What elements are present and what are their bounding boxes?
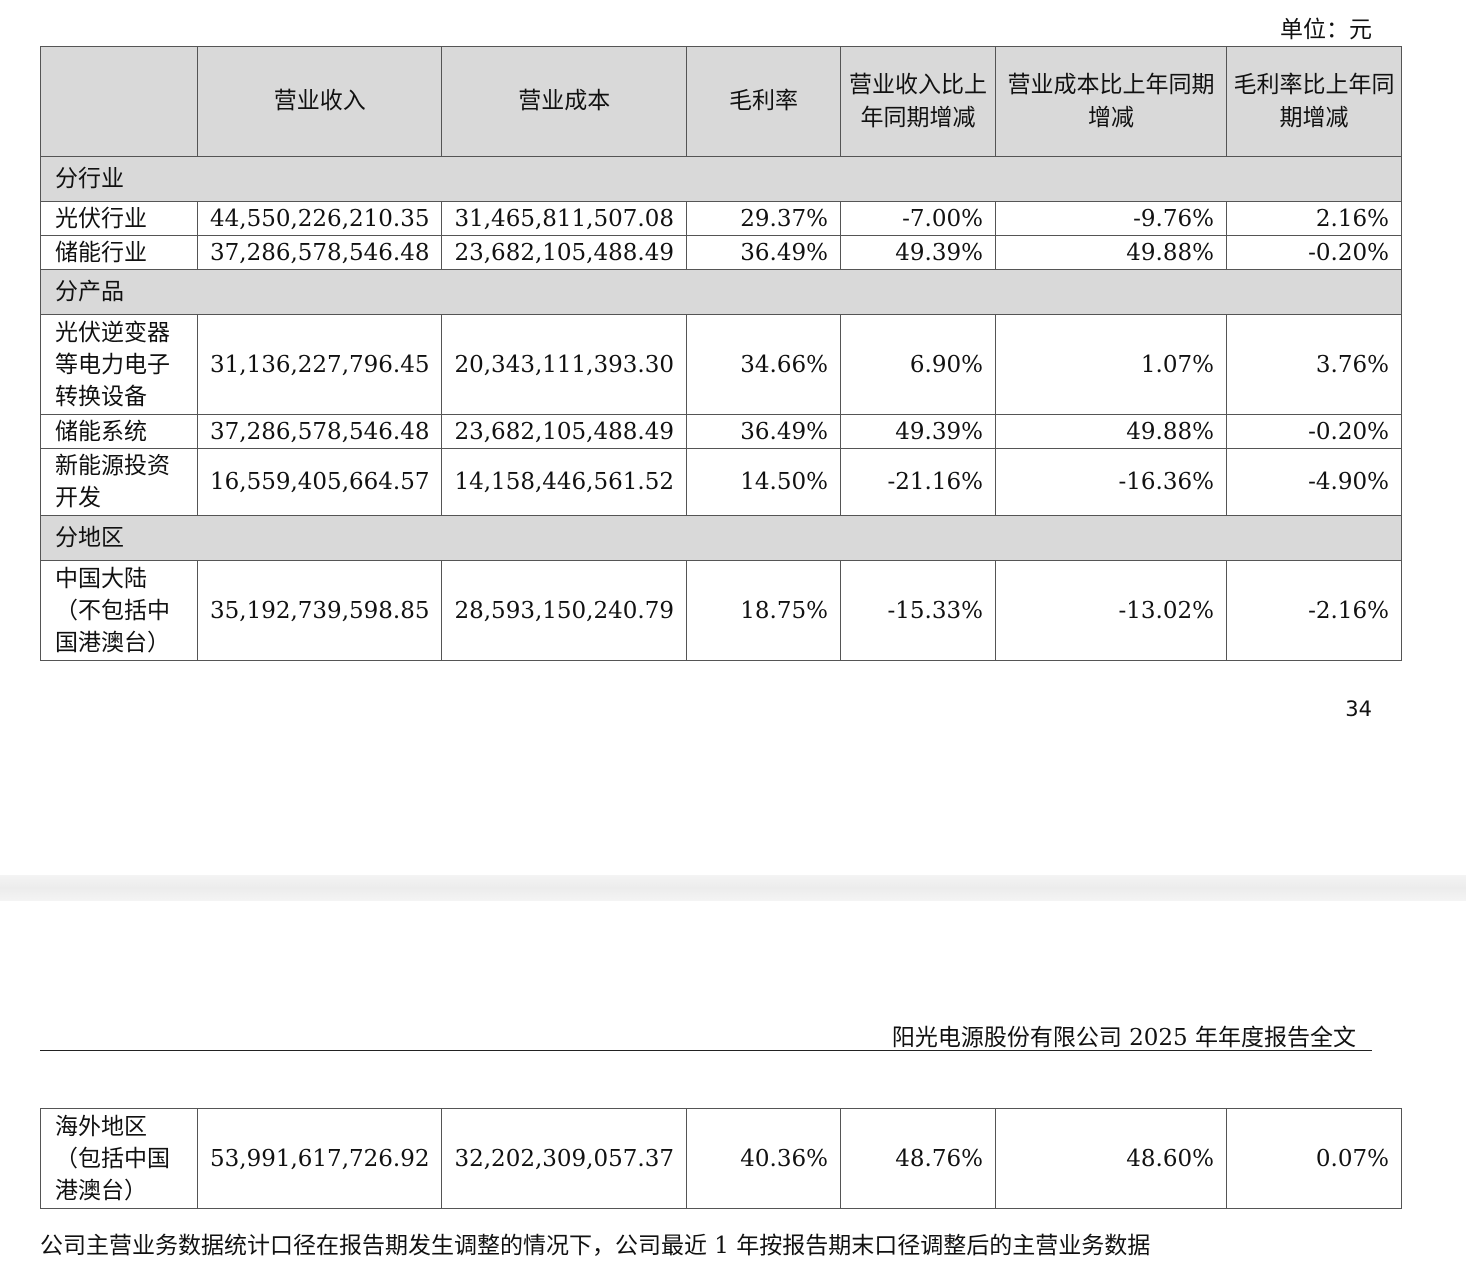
cell-revenue-change: -7.00% — [839, 201, 996, 236]
cell-cost: 23,682,105,488.49 — [441, 235, 687, 270]
cell-gross-margin: 36.49% — [685, 414, 841, 449]
cell-gross-margin: 34.66% — [685, 314, 841, 415]
cell-margin-change: -4.90% — [1225, 448, 1402, 516]
table-row: 海外地区（包括中国港澳台） 53,991,617,726.92 32,202,309… — [40, 1108, 1402, 1209]
cell-revenue-change: 48.76% — [839, 1108, 996, 1209]
table-row: 光伏行业 44,550,226,210.35 31,465,811,507.08 29… — [40, 201, 1402, 236]
row-label: 新能源投资开发 — [40, 448, 198, 516]
cell-cost: 14,158,446,561.52 — [441, 448, 687, 516]
cell-gross-margin: 29.37% — [685, 201, 841, 236]
cell-revenue-change: -15.33% — [839, 560, 996, 661]
unit-label: 单位：元 — [1280, 17, 1372, 43]
page-number: 34 — [1345, 697, 1372, 721]
cell-revenue-change: -21.16% — [839, 448, 996, 516]
cell-revenue: 53,991,617,726.92 — [196, 1108, 443, 1209]
cell-cost-change: 1.07% — [994, 314, 1227, 415]
cell-gross-margin: 40.36% — [685, 1108, 841, 1209]
table-row: 中国大陆（不包括中国港澳台） 35,192,739,598.85 28,593,15… — [40, 560, 1402, 661]
page-break-band — [0, 875, 1466, 901]
section-title: 分产品 — [40, 269, 1402, 315]
table-row: 光伏逆变器等电力电子转换设备 31,136,227,796.45 20,343,11… — [40, 314, 1402, 415]
cell-revenue: 16,559,405,664.57 — [196, 448, 443, 516]
header-cell-revenue: 营业收入 — [196, 46, 443, 157]
cell-cost: 23,682,105,488.49 — [441, 414, 687, 449]
row-label: 光伏逆变器等电力电子转换设备 — [40, 314, 198, 415]
table-row: 储能行业 37,286,578,546.48 23,682,105,488.49 36… — [40, 235, 1402, 270]
cell-revenue: 37,286,578,546.48 — [196, 235, 443, 270]
page-header-title: 阳光电源股份有限公司 2025 年年度报告全文 — [891, 1025, 1356, 1051]
header-cell-gross-margin: 毛利率 — [685, 46, 841, 157]
cell-margin-change: 3.76% — [1225, 314, 1402, 415]
cell-cost: 32,202,309,057.37 — [441, 1108, 687, 1209]
cell-cost-change: 48.60% — [994, 1108, 1227, 1209]
table-row: 储能系统 37,286,578,546.48 23,682,105,488.49 36… — [40, 414, 1402, 449]
header-cell-cost: 营业成本 — [441, 46, 687, 157]
cell-cost: 28,593,150,240.79 — [441, 560, 687, 661]
cell-margin-change: -0.20% — [1225, 414, 1402, 449]
main-business-table-continued: 海外地区（包括中国港澳台） 53,991,617,726.92 32,202,309… — [40, 1108, 1402, 1209]
cell-revenue: 37,286,578,546.48 — [196, 414, 443, 449]
cell-gross-margin: 14.50% — [685, 448, 841, 516]
main-business-table: 营业收入 营业成本 毛利率 营业收入比上年同期增减 营业成本比上年同期增减 毛利… — [40, 46, 1402, 661]
section-row: 分产品 — [40, 269, 1402, 315]
cell-revenue: 35,192,739,598.85 — [196, 560, 443, 661]
table-row: 新能源投资开发 16,559,405,664.57 14,158,446,561.5… — [40, 448, 1402, 516]
row-label: 中国大陆（不包括中国港澳台） — [40, 560, 198, 661]
cell-cost-change: -9.76% — [994, 201, 1227, 236]
cell-cost-change: 49.88% — [994, 414, 1227, 449]
cell-revenue-change: 6.90% — [839, 314, 996, 415]
cell-revenue: 31,136,227,796.45 — [196, 314, 443, 415]
cell-gross-margin: 18.75% — [685, 560, 841, 661]
cell-margin-change: -2.16% — [1225, 560, 1402, 661]
cell-revenue: 44,550,226,210.35 — [196, 201, 443, 236]
row-label: 海外地区（包括中国港澳台） — [40, 1108, 198, 1209]
cell-cost: 20,343,111,393.30 — [441, 314, 687, 415]
cell-cost: 31,465,811,507.08 — [441, 201, 687, 236]
cell-gross-margin: 36.49% — [685, 235, 841, 270]
header-cell-empty — [40, 46, 198, 157]
section-title: 分行业 — [40, 156, 1402, 202]
cell-margin-change: -0.20% — [1225, 235, 1402, 270]
section-row: 分地区 — [40, 515, 1402, 561]
header-cell-revenue-change: 营业收入比上年同期增减 — [839, 46, 996, 157]
row-label: 光伏行业 — [40, 201, 198, 236]
footnote-text: 公司主营业务数据统计口径在报告期发生调整的情况下，公司最近 1 年按报告期末口径… — [40, 1233, 1151, 1259]
section-row: 分行业 — [40, 156, 1402, 202]
row-label: 储能行业 — [40, 235, 198, 270]
cell-revenue-change: 49.39% — [839, 414, 996, 449]
header-cell-cost-change: 营业成本比上年同期增减 — [994, 46, 1227, 157]
cell-margin-change: 2.16% — [1225, 201, 1402, 236]
table-header-row: 营业收入 营业成本 毛利率 营业收入比上年同期增减 营业成本比上年同期增减 毛利… — [40, 46, 1402, 157]
cell-cost-change: 49.88% — [994, 235, 1227, 270]
cell-revenue-change: 49.39% — [839, 235, 996, 270]
row-label: 储能系统 — [40, 414, 198, 449]
section-title: 分地区 — [40, 515, 1402, 561]
cell-cost-change: -13.02% — [994, 560, 1227, 661]
cell-margin-change: 0.07% — [1225, 1108, 1402, 1209]
page-header-rule — [40, 1050, 1372, 1051]
cell-cost-change: -16.36% — [994, 448, 1227, 516]
header-cell-margin-change: 毛利率比上年同期增减 — [1225, 46, 1402, 157]
